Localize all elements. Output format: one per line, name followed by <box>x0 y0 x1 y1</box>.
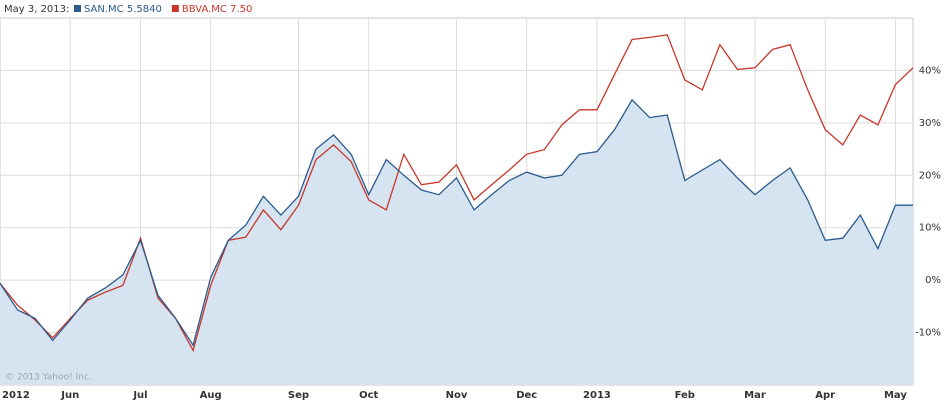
legend-name: SAN.MC <box>84 4 124 15</box>
watermark: © 2013 Yahoo! Inc. <box>5 373 92 383</box>
x-tick-label: Dec <box>516 390 537 401</box>
x-tick-label: Sep <box>288 390 309 401</box>
y-tick-label: 40% <box>919 65 941 76</box>
legend-entry: BBVA.MC 7.50 <box>182 4 253 15</box>
legend-quote: 7.50 <box>230 4 252 15</box>
legend-name: BBVA.MC <box>182 4 227 15</box>
legend-swatch <box>74 5 81 12</box>
y-tick-label: -10% <box>915 328 941 339</box>
area <box>0 99 913 386</box>
line <box>0 98 913 347</box>
x-tick-label: Oct <box>359 390 378 401</box>
y-tick-label: 20% <box>919 170 941 181</box>
x-tick-label: Nov <box>446 390 468 401</box>
x-tick-label: 2012 <box>2 390 30 401</box>
x-tick-label: May <box>884 390 907 401</box>
x-tick-label: Apr <box>815 390 835 401</box>
x-tick-label: Jul <box>132 390 147 401</box>
legend-quote: 5.5840 <box>127 4 162 15</box>
x-tick-label: Mar <box>744 390 766 401</box>
y-tick-label: 10% <box>919 223 941 234</box>
legend-date: May 3, 2013: <box>4 4 69 15</box>
legend-entry: SAN.MC 5.5840 <box>84 4 162 15</box>
y-tick-label: 30% <box>919 118 941 129</box>
x-tick-label: Jun <box>60 390 79 401</box>
x-tick-label: Feb <box>675 390 695 401</box>
y-tick-label: 0% <box>925 275 941 286</box>
legend-swatch <box>171 5 179 12</box>
x-tick-label: Aug <box>200 390 222 401</box>
x-tick-label: 2013 <box>583 390 611 401</box>
